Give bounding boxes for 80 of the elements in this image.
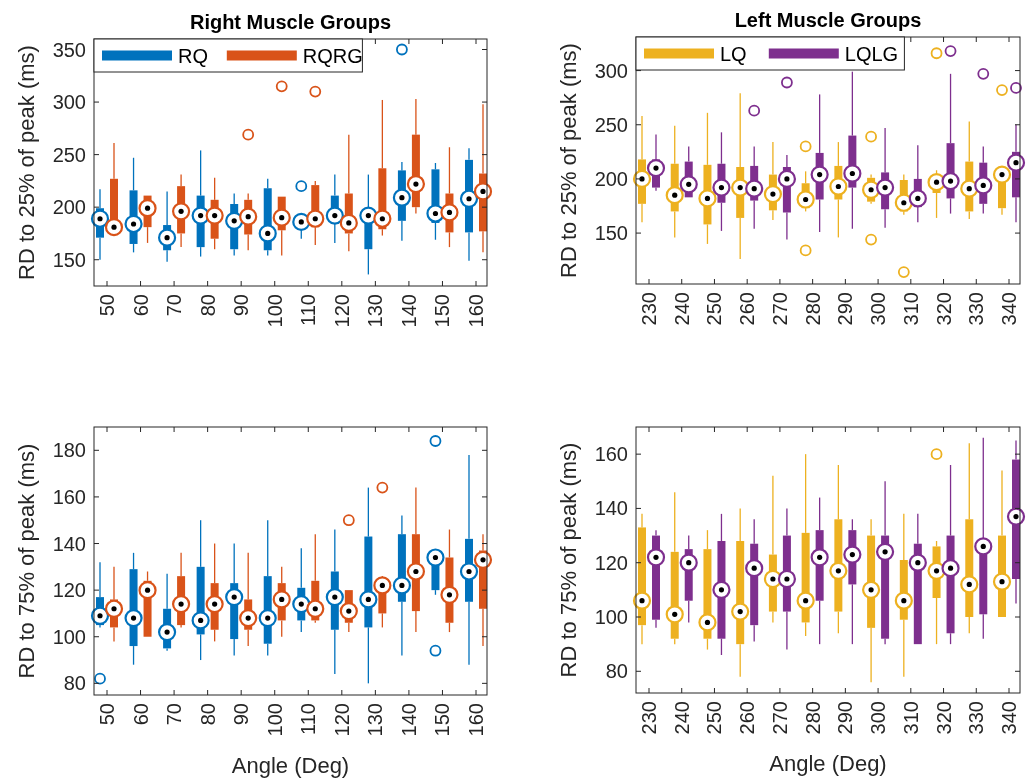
chart-title: Right Muscle Groups [189, 11, 392, 33]
x-tick-label: 80 [196, 703, 219, 726]
x-tick-label: 100 [263, 294, 286, 328]
x-tick-label: 230 [638, 292, 660, 326]
x-tick-label: 130 [364, 703, 387, 737]
x-tick-label: 150 [431, 703, 454, 737]
x-tick-label: 110 [297, 703, 320, 735]
x-tick-label: 100 [263, 703, 286, 737]
y-tick-label: 150 [52, 248, 86, 271]
y-tick-label: 300 [594, 59, 628, 82]
legend-label: RQ [178, 44, 208, 67]
x-tick-label: 340 [998, 292, 1020, 326]
x-tick-label: 160 [465, 703, 487, 737]
x-tick-label: 130 [364, 294, 387, 328]
x-tick-label: 270 [768, 701, 791, 735]
x-tick-label: 310 [899, 292, 922, 326]
legend-label: LQLG [844, 42, 899, 65]
legend-label: LQ [720, 42, 747, 65]
y-tick-label: 200 [594, 167, 628, 190]
y-tick-label: 100 [594, 606, 628, 628]
x-tick-label: 140 [397, 703, 420, 737]
y-tick-label: 120 [594, 551, 628, 574]
y-tick-label: 180 [52, 439, 86, 462]
x-tick-label: 120 [330, 703, 353, 737]
x-tick-label: 70 [163, 703, 186, 726]
x-tick-label: 280 [801, 292, 824, 326]
x-tick-label: 230 [638, 701, 660, 735]
legend-label: RQRG [302, 44, 363, 67]
x-tick-label: 340 [998, 701, 1020, 735]
y-tick-label: 250 [594, 113, 628, 136]
x-tick-label: 250 [703, 701, 726, 735]
y-axis-title: RD to 25% of peak (ms) [14, 45, 39, 280]
y-tick-label: 120 [52, 579, 86, 602]
y-tick-label: 300 [52, 91, 86, 114]
x-tick-label: 70 [163, 294, 186, 317]
y-tick-label: 200 [52, 196, 86, 219]
x-tick-label: 80 [196, 294, 219, 317]
y-tick-label: 350 [52, 38, 86, 61]
x-tick-label: 140 [397, 294, 420, 328]
y-axis-title: RD to 75% of peak (ms) [14, 443, 39, 679]
x-tick-label: 90 [230, 294, 253, 317]
x-tick-label: 250 [703, 292, 726, 326]
x-tick-label: 300 [867, 701, 890, 735]
x-tick-label: 260 [736, 701, 759, 735]
y-tick-label: 100 [52, 625, 86, 648]
x-tick-label: 240 [670, 701, 693, 735]
x-tick-label: 110 [297, 294, 320, 326]
y-tick-label: 140 [52, 532, 86, 555]
x-tick-label: 260 [736, 292, 759, 326]
y-tick-label: 160 [594, 443, 628, 466]
y-tick-label: 80 [605, 660, 628, 683]
x-tick-label: 300 [867, 292, 890, 326]
y-axis-title: RD to 75% of peak (ms) [556, 442, 581, 678]
x-tick-label: 290 [834, 292, 857, 326]
x-tick-label: 330 [965, 701, 988, 735]
x-tick-label: 150 [431, 294, 454, 328]
y-axis-title: RD to 25% of peak (ms) [556, 43, 581, 278]
y-tick-label: 250 [52, 143, 86, 166]
y-tick-label: 160 [52, 485, 86, 508]
x-tick-label: 310 [899, 701, 922, 735]
x-tick-label: 320 [932, 292, 955, 326]
x-tick-label: 50 [96, 703, 118, 726]
x-tick-label: 320 [932, 701, 955, 735]
x-tick-label: 90 [230, 703, 253, 726]
chart-title: Left Muscle Groups [734, 9, 922, 31]
x-tick-label: 240 [670, 292, 693, 326]
y-tick-label: 80 [63, 672, 86, 695]
x-tick-label: 280 [801, 701, 824, 735]
x-tick-label: 60 [129, 294, 152, 317]
x-tick-label: 290 [834, 701, 857, 735]
y-tick-label: 150 [594, 222, 628, 245]
x-tick-label: 120 [330, 294, 353, 328]
x-tick-label: 50 [96, 294, 118, 317]
x-tick-label: 60 [129, 703, 152, 726]
x-axis-title: Angle (Deg) [231, 753, 350, 778]
x-tick-label: 160 [465, 294, 487, 328]
x-axis-title: Angle (Deg) [769, 751, 887, 776]
x-tick-label: 270 [768, 292, 791, 326]
x-tick-label: 330 [965, 292, 988, 326]
y-tick-label: 140 [594, 497, 628, 520]
